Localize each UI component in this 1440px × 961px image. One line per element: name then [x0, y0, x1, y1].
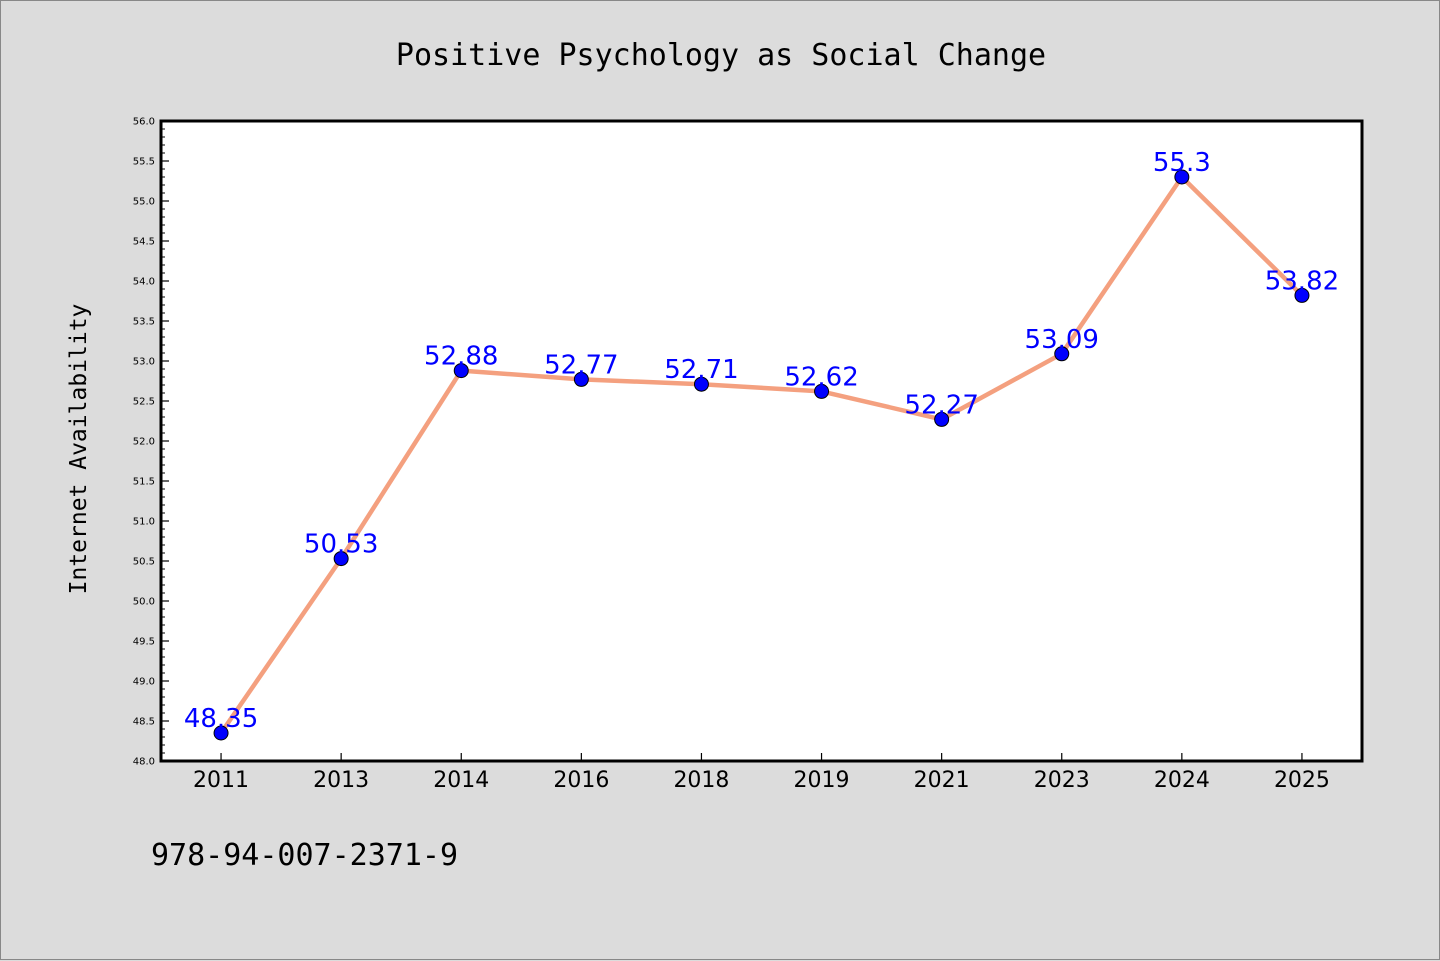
data-label: 55.3 [1153, 148, 1211, 178]
x-tick-label: 2016 [553, 768, 609, 793]
y-tick-label: 48.5 [133, 717, 155, 728]
data-point [1054, 346, 1070, 362]
y-tick-label: 51.5 [133, 477, 155, 488]
y-tick-label: 50.0 [133, 597, 155, 608]
data-point [213, 725, 229, 741]
data-label: 52.62 [784, 362, 858, 392]
y-tick-label: 55.5 [133, 157, 155, 168]
y-axis-label: Internet Availability [66, 304, 92, 595]
data-label: 50.53 [304, 530, 378, 560]
y-axis: 48.0 48.5 49.0 49.5 50.0 50.5 51.0 51.5 52.0 52.5… [133, 117, 169, 768]
data-point [453, 363, 469, 379]
y-tick-label: 53.5 [133, 317, 155, 328]
y-tick-label: 52.0 [133, 437, 155, 448]
x-tick-label: 2014 [433, 768, 489, 793]
data-label: 48.35 [184, 704, 258, 734]
y-tick-label: 48.0 [133, 757, 155, 768]
data-point [1294, 287, 1310, 303]
data-point [693, 376, 709, 392]
data-point [934, 411, 950, 427]
y-tick-label: 51.0 [133, 517, 155, 528]
y-tick-label: 54.0 [133, 277, 155, 288]
series-line [219, 174, 1304, 735]
x-tick-label: 2025 [1274, 768, 1330, 793]
x-tick-label: 2013 [313, 768, 369, 793]
data-point [1174, 169, 1190, 185]
x-tick-label: 2011 [193, 768, 249, 793]
y-tick-label: 54.5 [133, 237, 155, 248]
y-tick-label: 55.0 [133, 197, 155, 208]
y-tick-label: 50.5 [133, 557, 155, 568]
data-label: 52.27 [904, 390, 978, 420]
data-point [814, 383, 830, 399]
plot-area [159, 119, 1364, 763]
data-label: 52.77 [544, 350, 618, 380]
y-tick-label: 53.0 [133, 357, 155, 368]
data-point [333, 551, 349, 567]
y-tick-label: 49.5 [133, 637, 155, 648]
x-tick-label: 2021 [914, 768, 970, 793]
x-tick-label: 2023 [1034, 768, 1090, 793]
data-label: 53.09 [1025, 325, 1099, 355]
data-point [573, 371, 589, 387]
y-tick-label: 52.5 [133, 397, 155, 408]
series-layer: 48.35 50.53 52.88 52.77 52.71 52.62 52.27 53.09… [184, 148, 1339, 741]
data-label: 52.88 [424, 342, 498, 372]
x-tick-label: 2018 [673, 768, 729, 793]
chart-title: Positive Psychology as Social Change [396, 38, 1046, 73]
data-label: 52.71 [664, 355, 738, 385]
isbn-label: 978-94-007-2371-9 [151, 838, 458, 873]
x-tick-label: 2024 [1154, 768, 1210, 793]
x-tick-label: 2019 [794, 768, 850, 793]
y-tick-label: 56.0 [133, 117, 155, 128]
y-tick-label: 49.0 [133, 677, 155, 688]
x-axis: 2011 2013 2014 2016 2018 2019 2021 2023 2024 2025 [193, 753, 1330, 793]
data-label: 53.82 [1265, 266, 1339, 296]
